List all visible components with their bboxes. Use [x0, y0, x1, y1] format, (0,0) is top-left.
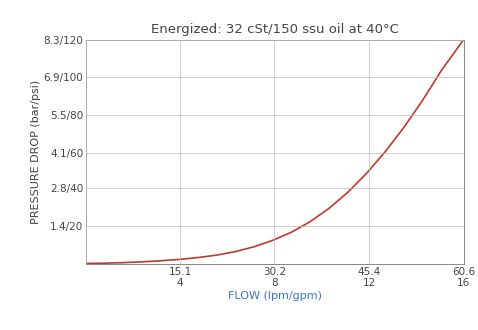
Y-axis label: PRESSURE DROP (bar/psi): PRESSURE DROP (bar/psi) — [31, 80, 41, 224]
X-axis label: FLOW (lpm/gpm): FLOW (lpm/gpm) — [228, 291, 322, 301]
Title: Energized: 32 cSt/150 ssu oil at 40°C: Energized: 32 cSt/150 ssu oil at 40°C — [151, 23, 399, 36]
